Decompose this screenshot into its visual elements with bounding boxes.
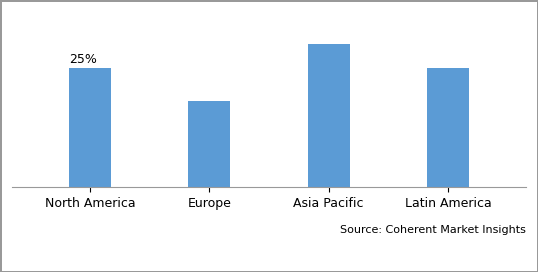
Bar <box>188 101 230 187</box>
Text: Source: Coherent Market Insights: Source: Coherent Market Insights <box>340 225 526 235</box>
Bar <box>308 44 350 187</box>
Bar <box>69 68 111 187</box>
Bar <box>427 68 469 187</box>
Text: 25%: 25% <box>69 53 97 66</box>
